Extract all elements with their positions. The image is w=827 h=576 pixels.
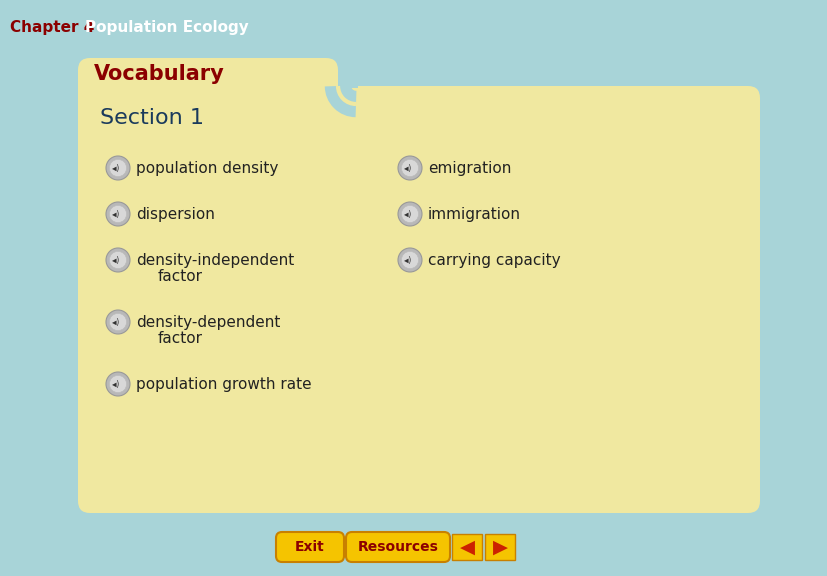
Circle shape	[401, 251, 418, 268]
Text: ▶: ▶	[492, 537, 507, 556]
Circle shape	[109, 376, 127, 393]
Bar	[452, 534, 481, 560]
Bar	[485, 534, 514, 560]
Text: ◀): ◀)	[112, 380, 122, 388]
Text: ◀): ◀)	[112, 164, 122, 172]
FancyBboxPatch shape	[275, 532, 343, 562]
Text: immigration: immigration	[428, 207, 520, 222]
Text: ◀): ◀)	[404, 256, 414, 264]
Text: factor: factor	[158, 269, 203, 284]
Text: population growth rate: population growth rate	[136, 377, 311, 392]
FancyBboxPatch shape	[346, 532, 449, 562]
Circle shape	[109, 206, 127, 223]
Circle shape	[401, 206, 418, 223]
Circle shape	[109, 160, 127, 177]
Text: Section 1: Section 1	[100, 108, 203, 128]
FancyBboxPatch shape	[78, 86, 759, 513]
Text: ◀: ◀	[459, 537, 474, 556]
Text: Vocabulary: Vocabulary	[94, 64, 224, 84]
Text: dispersion: dispersion	[136, 207, 215, 222]
Text: ◀): ◀)	[112, 210, 122, 218]
Text: Chapter 4: Chapter 4	[10, 20, 94, 35]
Circle shape	[109, 251, 127, 268]
Text: ◀): ◀)	[404, 164, 414, 172]
Text: population density: population density	[136, 161, 278, 176]
Circle shape	[398, 248, 422, 272]
Text: factor: factor	[158, 331, 203, 346]
Circle shape	[398, 202, 422, 226]
Circle shape	[106, 202, 130, 226]
Bar	[78, 84, 337, 100]
Circle shape	[106, 156, 130, 180]
Circle shape	[109, 313, 127, 331]
Text: ◀): ◀)	[112, 256, 122, 264]
Text: density-independent: density-independent	[136, 253, 294, 268]
Text: Exit: Exit	[294, 540, 324, 554]
Circle shape	[401, 160, 418, 177]
Text: ◀): ◀)	[404, 210, 414, 218]
Circle shape	[106, 310, 130, 334]
Text: density-dependent: density-dependent	[136, 315, 280, 330]
Circle shape	[398, 156, 422, 180]
Text: Population Ecology: Population Ecology	[85, 20, 248, 35]
Circle shape	[106, 248, 130, 272]
FancyBboxPatch shape	[337, 58, 357, 88]
Text: emigration: emigration	[428, 161, 511, 176]
FancyBboxPatch shape	[78, 58, 337, 102]
Text: carrying capacity: carrying capacity	[428, 253, 560, 268]
Circle shape	[106, 372, 130, 396]
Text: ◀): ◀)	[112, 317, 122, 327]
Text: Resources: Resources	[357, 540, 438, 554]
